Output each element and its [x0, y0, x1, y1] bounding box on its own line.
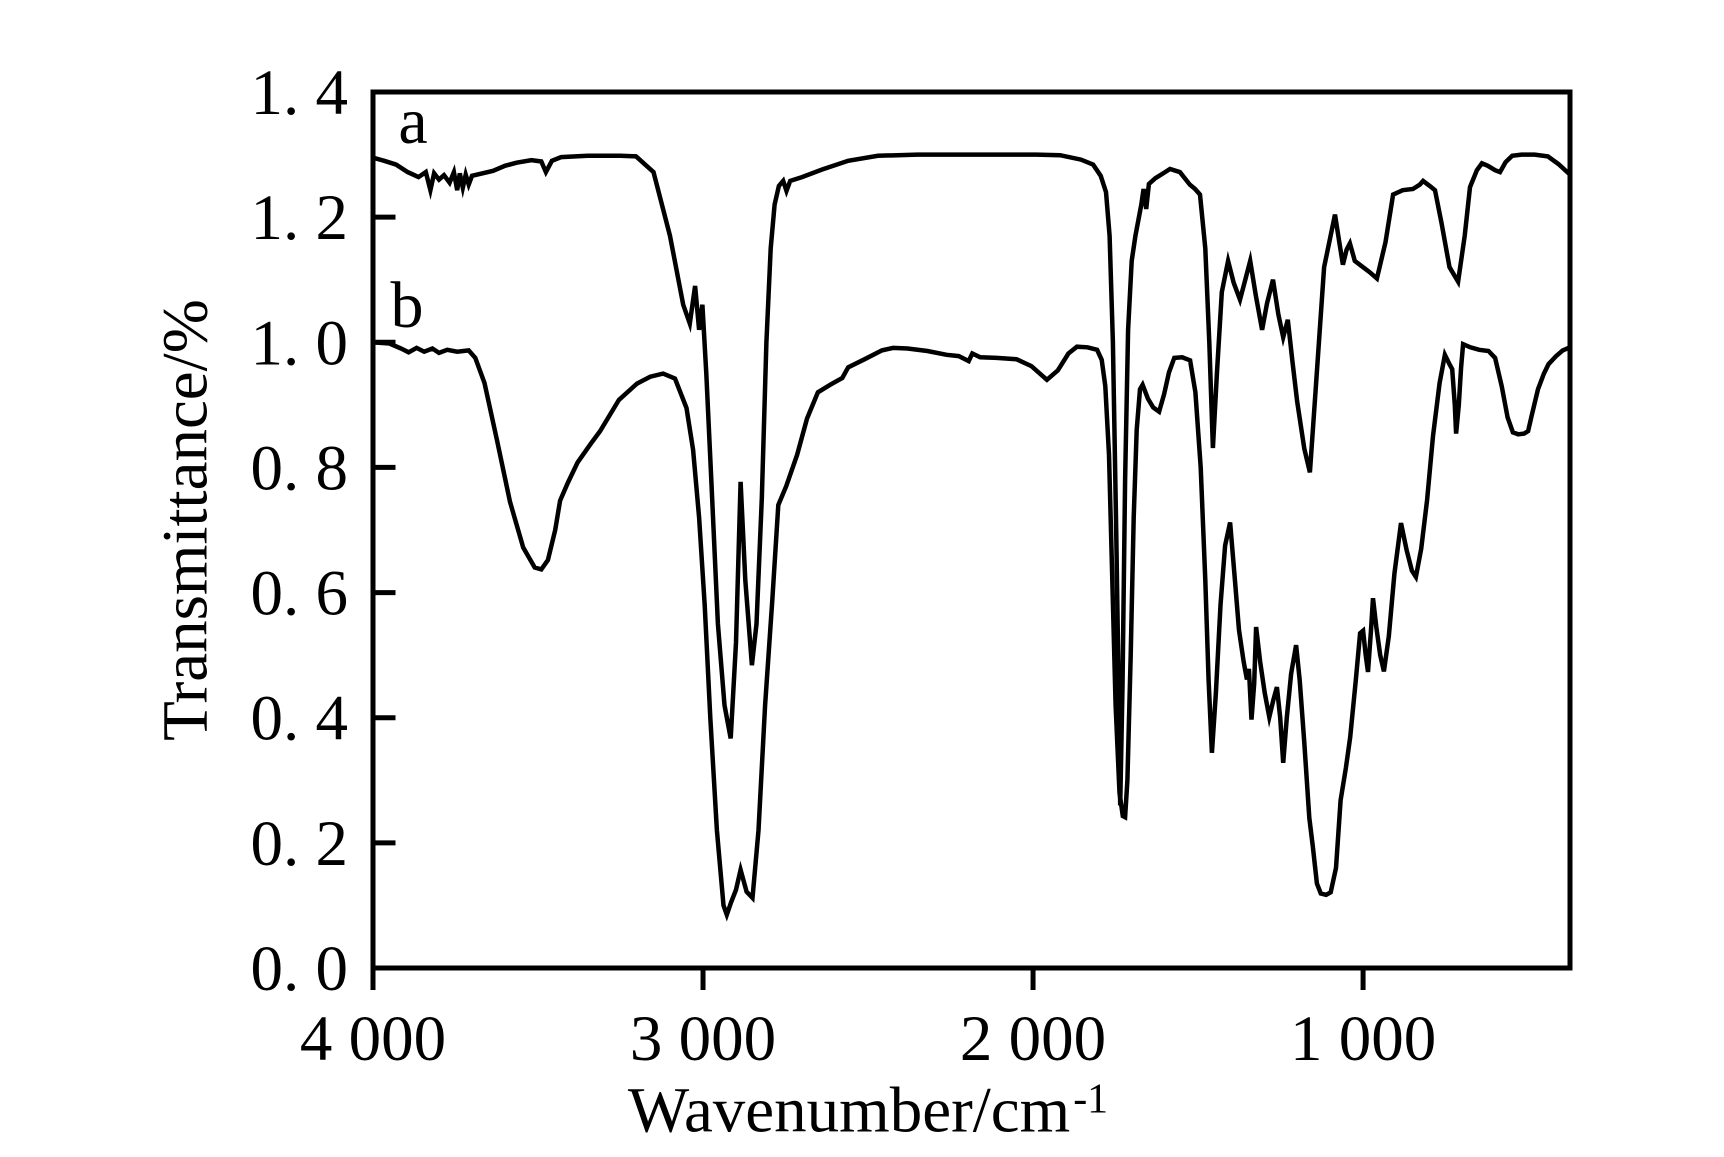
- x-tick-label-1: 3 000: [630, 1003, 776, 1075]
- plot-frame: [370, 89, 1573, 971]
- y-tick-label-3: 0. 8: [251, 432, 349, 504]
- x-tick-label-0: 4 000: [300, 1003, 446, 1075]
- y-tick-label-2: 1. 0: [251, 307, 349, 379]
- x-tick-label-3: 1 000: [1290, 1003, 1436, 1075]
- y-tick-label-6: 0. 2: [251, 808, 349, 880]
- spectrum-curve-b: [372, 340, 1571, 922]
- curve-a-label: a: [398, 85, 428, 158]
- y-axis-title: Transmittance/%: [149, 299, 222, 741]
- x-axis-title-text: Wavenumber/cm: [627, 1074, 1071, 1147]
- y-tick-label-7: 0. 0: [251, 933, 349, 1005]
- spectrum-curve-a: [372, 152, 1572, 806]
- x-tick-label-2: 2 000: [960, 1003, 1106, 1075]
- x-axis-title: Wavenumber/cm-1: [628, 1072, 1108, 1149]
- y-tick-label-0: 1. 4: [251, 57, 349, 129]
- curve-b-label: b: [390, 269, 424, 342]
- x-axis-title-superscript: -1: [1073, 1076, 1109, 1123]
- y-tick-label-4: 0. 6: [251, 558, 349, 630]
- y-tick-label-5: 0. 4: [251, 683, 349, 755]
- y-tick-label-1: 1. 2: [251, 182, 349, 254]
